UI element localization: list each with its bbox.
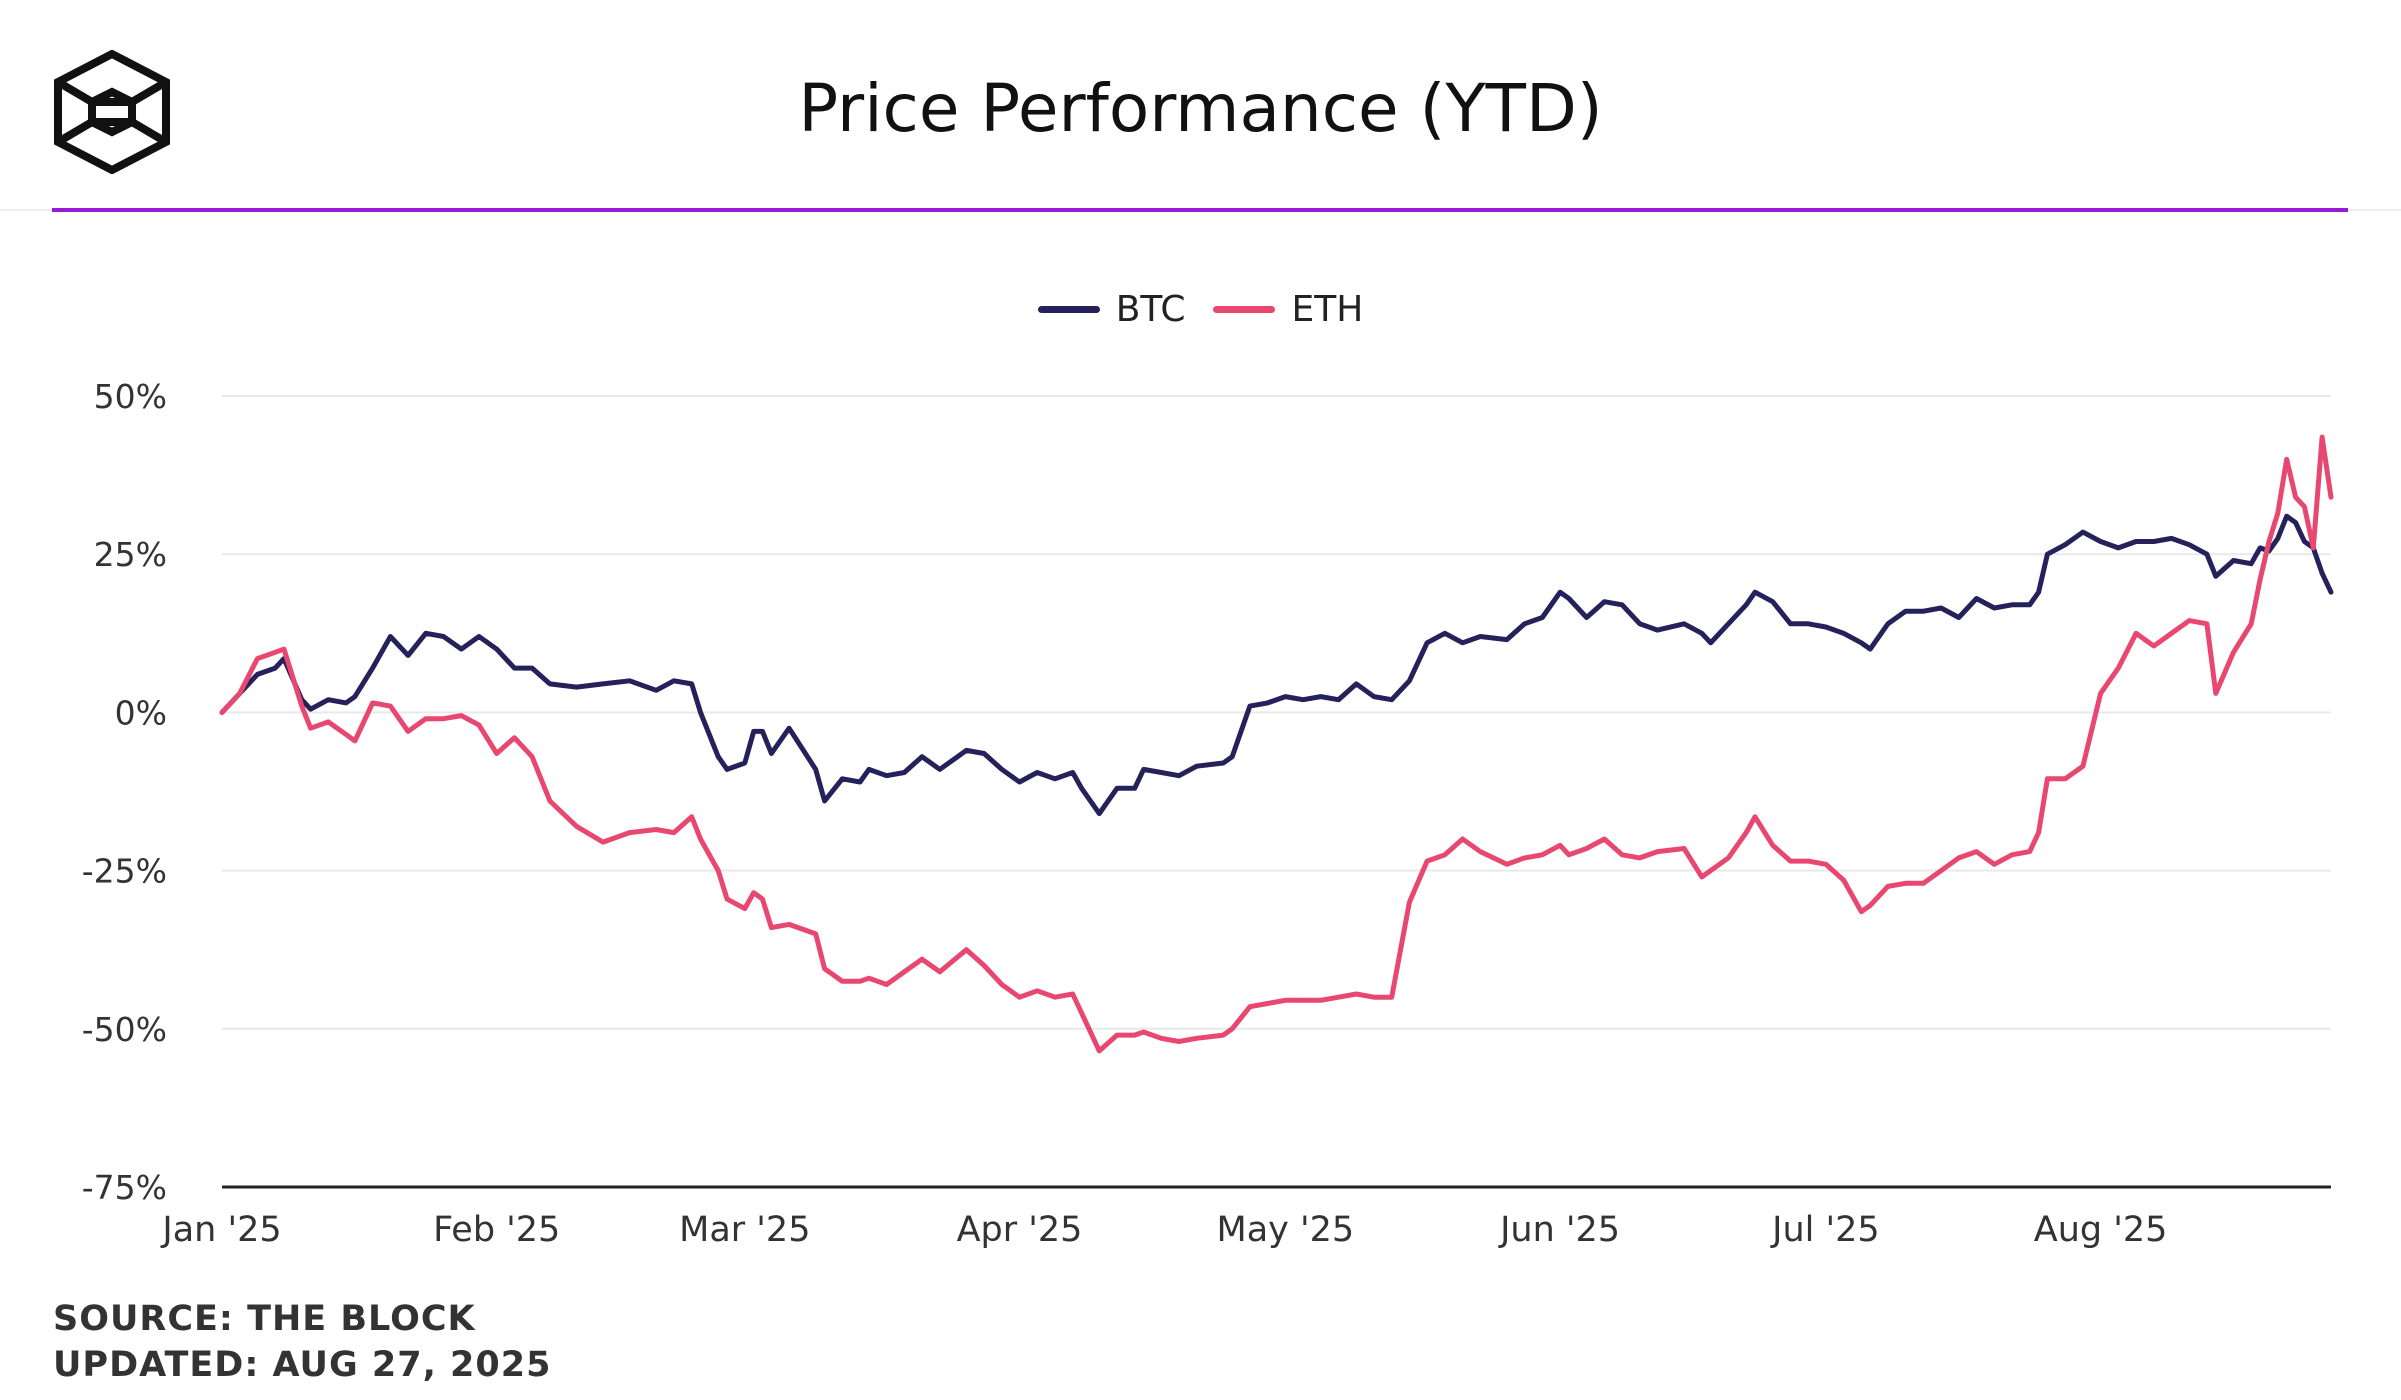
series-line-btc (219, 513, 2334, 817)
legend-label-eth: ETH (1291, 288, 1364, 330)
y-tick-label: 0% (115, 693, 167, 732)
chart-title: Price Performance (YTD) (798, 70, 1603, 147)
y-tick-label: 25% (94, 535, 167, 574)
legend-swatch-btc (1037, 305, 1100, 313)
y-tick-label: -50% (82, 1010, 167, 1049)
legend-label-btc: BTC (1115, 288, 1186, 330)
y-tick-label: 50% (94, 377, 167, 416)
line-chart: 50% 25% 0% -25% -50% -75%Jan '25 Feb '25 Mar '2… (82, 377, 2334, 1250)
x-tick-label: Aug '25 (2034, 1210, 2168, 1250)
series-line-eth (219, 434, 2334, 1054)
y-tick-label: -75% (82, 1168, 167, 1207)
x-tick-label: Feb '25 (433, 1210, 560, 1250)
updated-text: UPDATED: AUG 27, 2025 (53, 1345, 552, 1385)
accent-divider (52, 208, 2348, 212)
x-tick-label: Apr '25 (957, 1210, 1083, 1250)
chart-header: Price Performance (YTD) (0, 0, 2401, 211)
source-text: SOURCE: THE BLOCK (53, 1299, 476, 1339)
x-tick-label: Mar '25 (679, 1210, 810, 1250)
chart-legend: BTC ETH (0, 284, 2401, 334)
legend-item-btc[interactable]: BTC (1037, 288, 1186, 330)
legend-item-eth[interactable]: ETH (1213, 289, 1363, 330)
x-tick-label: Jul '25 (1770, 1210, 1880, 1250)
footer: SOURCE: THE BLOCK UPDATED: AUG 27, 2025 (53, 1296, 551, 1388)
legend-swatch-eth (1213, 305, 1276, 313)
y-tick-label: -25% (82, 852, 167, 891)
x-tick-label: Jan '25 (160, 1210, 281, 1250)
the-block-cube-icon (54, 50, 170, 174)
x-tick-label: Jun '25 (1498, 1210, 1620, 1250)
x-tick-label: May '25 (1217, 1210, 1355, 1250)
